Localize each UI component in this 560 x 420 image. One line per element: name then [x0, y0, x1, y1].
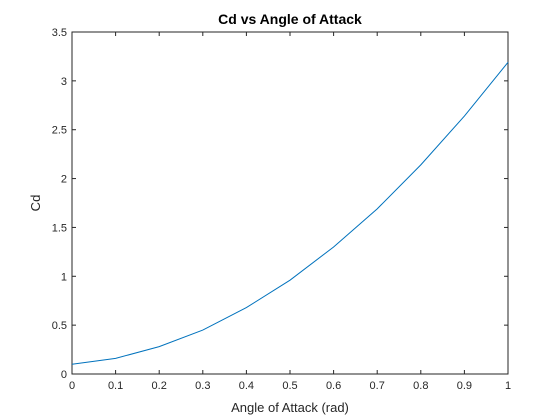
- x-tick-label: 0.7: [370, 380, 385, 392]
- y-tick-label: 3.5: [52, 27, 67, 39]
- series-layer: [71, 61, 509, 365]
- plot-box: [71, 31, 509, 375]
- chart-title: Cd vs Angle of Attack: [218, 11, 362, 27]
- y-tick-label: 0.5: [52, 320, 67, 332]
- y-tick-label: 1: [61, 271, 67, 283]
- y-axis-label: Cd: [28, 195, 43, 212]
- y-tick-label: 0: [61, 369, 67, 381]
- x-tick-label: 0.1: [108, 380, 123, 392]
- y-tick-label: 3: [61, 76, 67, 88]
- x-tick-label: 0.6: [326, 380, 341, 392]
- x-tick-label: 0.9: [457, 380, 472, 392]
- x-tick-label: 0.5: [282, 380, 297, 392]
- y-tick-label: 1.5: [52, 222, 67, 234]
- x-tick-label: 0.3: [195, 380, 210, 392]
- x-axis-label: Angle of Attack (rad): [231, 400, 349, 415]
- y-tick-label: 2.5: [52, 125, 67, 137]
- series-line: [71, 61, 509, 365]
- x-tick-label: 0: [69, 380, 75, 392]
- x-tick-label: 0.8: [413, 380, 428, 392]
- plot-frame: [71, 31, 509, 375]
- x-tick-label: 1: [505, 380, 511, 392]
- y-axis: 0 0.5 1 1.5 2 2.5 3 3.5: [52, 27, 508, 381]
- x-tick-label: 0.4: [239, 380, 254, 392]
- x-tick-label: 0.2: [152, 380, 167, 392]
- x-axis: 0 0.1 0.2 0.3 0.4 0.5 0.6 0.7 0.8 0.9 1: [69, 32, 511, 392]
- y-tick-label: 2: [61, 174, 67, 186]
